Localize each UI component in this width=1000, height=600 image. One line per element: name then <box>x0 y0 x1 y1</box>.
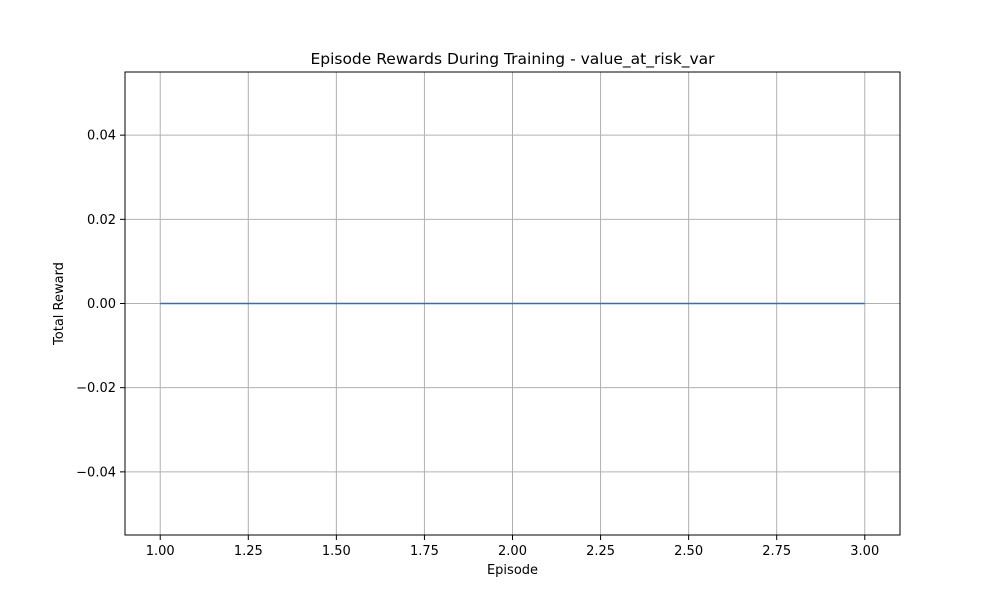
y-tick-label: 0.02 <box>87 213 116 228</box>
x-tick-label: 3.00 <box>850 544 879 559</box>
x-tick-label: 2.75 <box>762 544 791 559</box>
x-tick-label: 2.50 <box>674 544 703 559</box>
x-tick-label: 1.50 <box>322 544 351 559</box>
y-tick-label: 0.04 <box>87 129 116 144</box>
y-tick-label: −0.04 <box>76 465 116 480</box>
x-tick-label: 2.25 <box>586 544 615 559</box>
x-axis-label: Episode <box>487 563 538 578</box>
chart-title: Episode Rewards During Training - value_… <box>310 50 715 69</box>
ticks: 1.00 1.25 1.50 1.75 2.00 2.25 2.50 2.75 3.00 −0.0… <box>76 129 879 559</box>
y-tick-label: −0.02 <box>76 381 116 396</box>
x-tick-label: 2.00 <box>498 544 527 559</box>
x-tick-label: 1.00 <box>146 544 175 559</box>
x-tick-label: 1.75 <box>410 544 439 559</box>
x-tick-label: 1.25 <box>234 544 263 559</box>
y-tick-label: 0.00 <box>87 297 116 312</box>
y-axis-label: Total Reward <box>52 262 67 346</box>
